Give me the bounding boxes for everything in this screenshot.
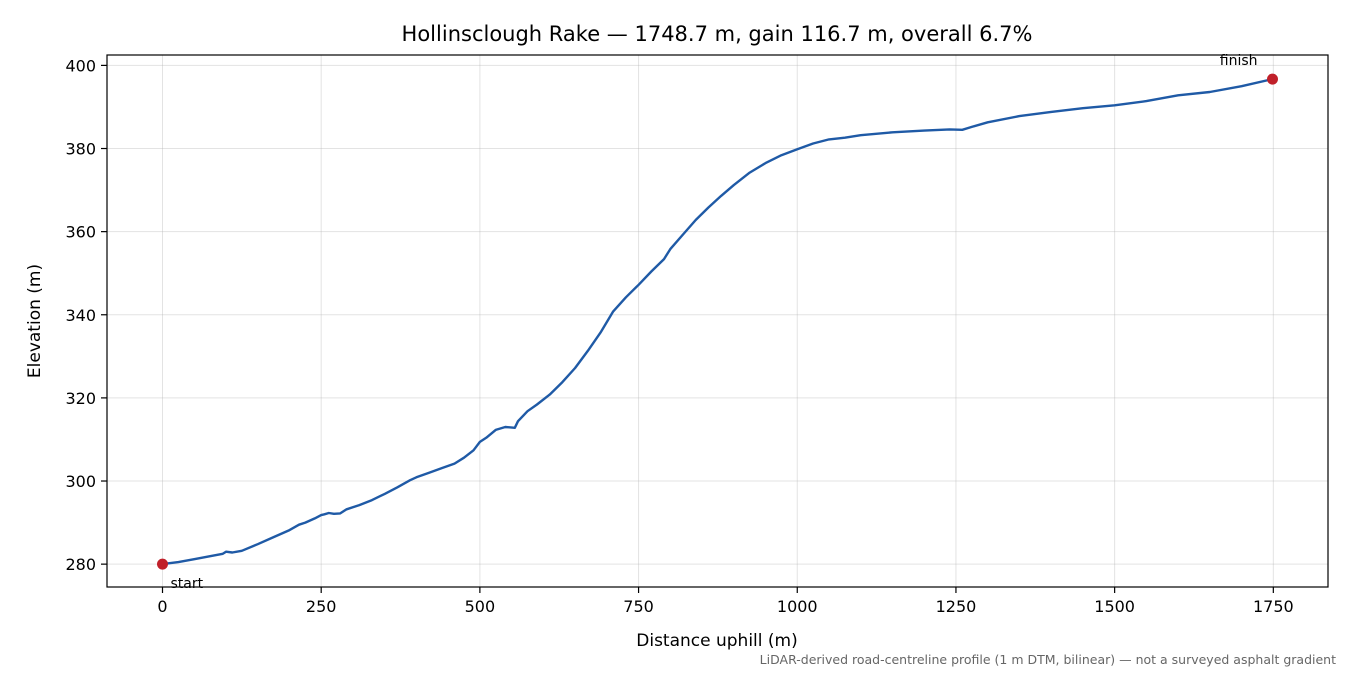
x-tick-label: 1500 — [1094, 597, 1135, 616]
y-tick-label: 340 — [65, 306, 96, 325]
footnote: LiDAR-derived road-centreline profile (1… — [760, 652, 1336, 667]
annotation-finish: finish — [1220, 53, 1258, 69]
y-tick-label: 280 — [65, 555, 96, 574]
y-tick-label: 400 — [65, 56, 96, 75]
endpoint-markers: start finish — [157, 53, 1278, 592]
x-axis-label: Distance uphill (m) — [636, 631, 797, 651]
y-tick-label: 300 — [65, 472, 96, 491]
x-tick-label: 1000 — [777, 597, 818, 616]
y-axis-ticks: 280 300 320 340 360 380 400 — [65, 56, 107, 574]
y-tick-label: 320 — [65, 389, 96, 408]
marker-start — [157, 558, 168, 570]
grid — [107, 55, 1328, 587]
x-tick-label: 250 — [306, 597, 337, 616]
x-tick-label: 500 — [465, 597, 496, 616]
x-tick-label: 1750 — [1253, 597, 1294, 616]
y-tick-label: 380 — [65, 140, 96, 159]
x-tick-label: 1250 — [936, 597, 977, 616]
chart-title: Hollinsclough Rake — 1748.7 m, gain 116.… — [402, 22, 1033, 46]
x-axis-ticks: 0 250 500 750 1000 1250 1500 1750 — [157, 587, 1294, 616]
series-line-elevation — [162, 77, 1273, 566]
plot-frame — [106, 54, 1329, 588]
marker-finish — [1267, 73, 1278, 85]
y-tick-label: 360 — [65, 223, 96, 242]
x-tick-label: 0 — [157, 597, 167, 616]
y-axis-label: Elevation (m) — [25, 264, 45, 378]
x-tick-label: 750 — [623, 597, 654, 616]
annotation-start: start — [171, 576, 204, 592]
